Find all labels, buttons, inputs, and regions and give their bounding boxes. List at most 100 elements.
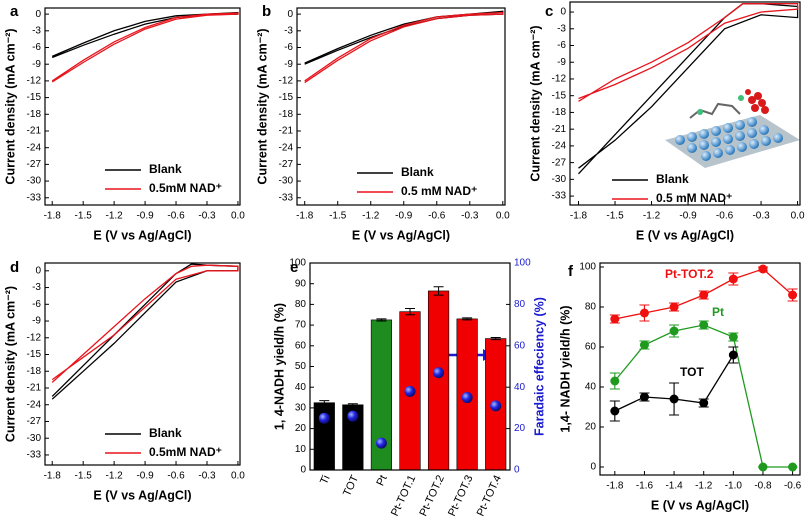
x-tick-label: -0.3	[198, 471, 216, 482]
efficiency-point	[404, 385, 416, 397]
panel-letter: f	[568, 263, 574, 280]
x-tick-label: -1.8	[606, 481, 624, 492]
plot-frame	[599, 262, 801, 476]
y-tick-label: -9	[284, 59, 293, 70]
y2-tick-label: 40	[514, 382, 526, 393]
error-bar	[376, 318, 387, 322]
y-tick-label: 10	[295, 444, 307, 455]
efficiency-point	[375, 437, 387, 449]
y-axis-label: Current density (mA cm⁻²)	[528, 25, 542, 181]
y-tick-label: -27	[27, 159, 42, 170]
y-tick-label: 0	[35, 265, 41, 276]
x-tick-label: -0.6	[784, 481, 802, 492]
y-tick-label: 20	[585, 422, 597, 433]
data-point	[639, 340, 649, 350]
x-tick-label: -1.4	[665, 481, 683, 492]
y2-axis-label: Faradaic effeciency (%)	[532, 297, 546, 436]
x-tick-label: 0.0	[496, 211, 510, 222]
x-axis-label: E (V vs Ag/AgCl)	[93, 488, 191, 502]
legend-label: 0.5mM NAD⁺	[149, 181, 222, 195]
x-tick-label: -1.8	[44, 471, 62, 482]
legend-label: Blank	[149, 162, 182, 176]
y-tick-label: -15	[27, 92, 42, 103]
data-point	[669, 326, 679, 336]
panel-letter: d	[10, 259, 19, 276]
x-tick-label: -1.5	[329, 211, 347, 222]
data-point	[610, 376, 620, 386]
y-tick-label: -18	[552, 107, 567, 118]
x-tick-label: -1.8	[570, 211, 588, 222]
error-bar	[462, 317, 473, 321]
legend-label: Blank	[401, 165, 434, 179]
y-tick-label: 70	[295, 320, 307, 331]
plot-frame	[44, 7, 241, 206]
error-bar	[319, 400, 330, 406]
y-tick-label: -6	[32, 299, 41, 310]
data-point	[758, 264, 768, 274]
plot-frame	[296, 7, 506, 206]
error-bar	[433, 286, 444, 296]
y-tick-label: 0	[300, 465, 306, 476]
data-point	[639, 392, 649, 402]
y-tick-label: 0	[35, 9, 41, 20]
x-tick-label: -1.2	[106, 211, 124, 222]
x-tick-label: -0.9	[395, 211, 413, 222]
x-tick-label: -1.5	[75, 471, 93, 482]
data-point	[728, 350, 738, 360]
y-tick-label: -33	[279, 192, 294, 203]
data-point	[788, 462, 798, 472]
y2-tick-label: 0	[514, 465, 520, 476]
x-tick-label: -0.6	[428, 211, 446, 222]
legend-label: 0.5mM NAD⁺	[149, 445, 222, 459]
x-tick-label: 0.0	[231, 471, 245, 482]
cv-curve	[51, 11, 239, 59]
y-tick-label: -24	[27, 142, 42, 153]
y-tick-label: -3	[284, 25, 293, 36]
x-tick-label: Ti	[318, 473, 333, 486]
y2-tick-label: 20	[514, 423, 526, 434]
x-tick-label: Pt-TOT.3	[446, 473, 475, 518]
y-tick-label: -21	[27, 126, 42, 137]
y-tick-label: 0	[287, 9, 293, 20]
data-point	[728, 274, 738, 284]
y-tick-label: 30	[295, 403, 307, 414]
y-tick-label: 80	[585, 302, 597, 313]
y-tick-label: -30	[27, 176, 42, 187]
x-tick-label: 0.0	[231, 211, 245, 222]
x-tick-label: Pt-TOT.1	[389, 473, 418, 518]
y-tick-label: 60	[585, 342, 597, 353]
inset-illustration	[665, 89, 800, 168]
y-tick-label: -6	[557, 40, 566, 51]
series-label: TOT	[680, 365, 704, 379]
y-tick-label: -30	[279, 176, 294, 187]
y-tick-label: -18	[27, 109, 42, 120]
y-tick-label: -24	[279, 142, 294, 153]
y-tick-label: -21	[27, 383, 42, 394]
data-point	[610, 314, 620, 324]
data-point	[728, 332, 738, 342]
y-tick-label: 0	[560, 7, 566, 18]
y-tick-label: -12	[27, 332, 42, 343]
plot-frame	[569, 1, 801, 206]
x-axis-label: E (V vs Ag/AgCl)	[93, 228, 191, 242]
legend-label: 0.5 mM NAD⁺	[401, 184, 477, 198]
x-tick-label: Pt-TOT.2	[418, 473, 447, 518]
error-bar	[347, 403, 358, 407]
y-axis-label: Current density (mA cm⁻²)	[3, 286, 17, 442]
efficiency-point	[461, 392, 473, 404]
cv-curve	[51, 264, 239, 383]
bar	[427, 290, 450, 471]
x-tick-label: -1.5	[606, 211, 624, 222]
data-point	[699, 290, 709, 300]
data-point	[699, 320, 709, 330]
x-tick-label: Pt-TOT.4	[475, 473, 504, 518]
x-axis-label: E (V vs Ag/AgCl)	[636, 228, 734, 242]
cv-curve	[304, 11, 504, 84]
x-tick-label: -0.9	[136, 211, 154, 222]
y-tick-label: -27	[552, 157, 567, 168]
y-tick-label: -27	[27, 416, 42, 427]
y-tick-label: -18	[279, 109, 294, 120]
x-axis-label: E (V vs Ag/AgCl)	[352, 228, 450, 242]
y-tick-label: 20	[295, 423, 307, 434]
cv-curve	[304, 10, 504, 65]
